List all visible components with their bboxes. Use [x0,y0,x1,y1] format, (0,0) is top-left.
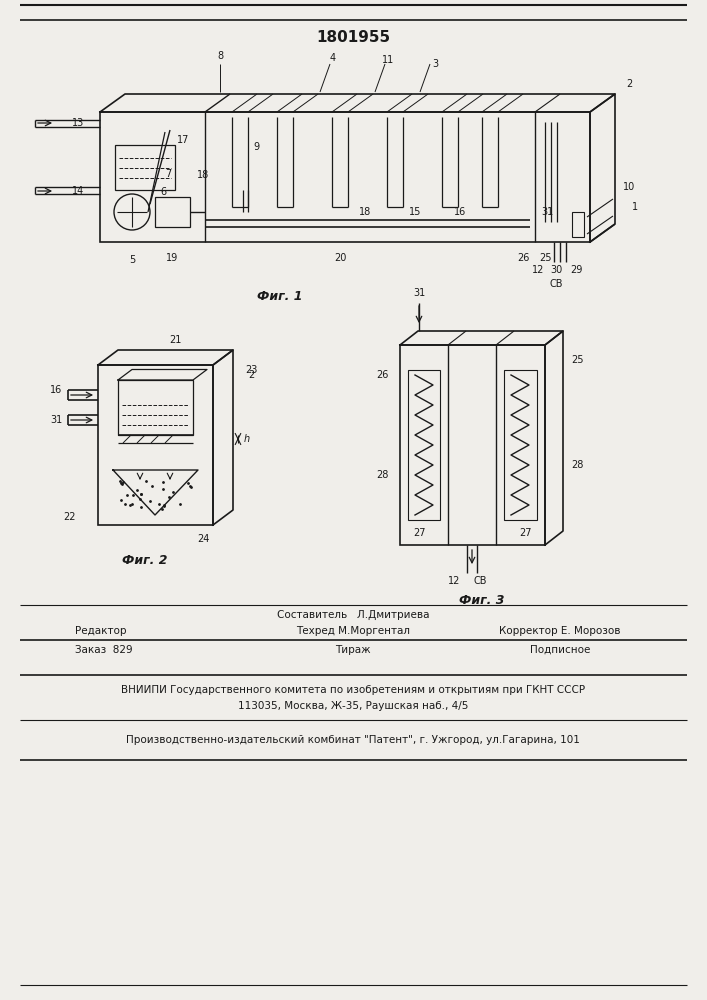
Text: 1801955: 1801955 [316,29,390,44]
Text: 26: 26 [376,370,388,380]
Bar [572,212,584,237]
Text: 8: 8 [217,51,223,61]
Text: 23: 23 [245,365,257,375]
Text: 28: 28 [376,470,388,480]
Text: Фиг. 1: Фиг. 1 [257,290,303,304]
Text: 2: 2 [248,370,254,380]
Text: 20: 20 [334,253,346,263]
Text: Фиг. 2: Фиг. 2 [122,554,168,566]
Text: Корректор Е. Морозов: Корректор Е. Морозов [499,626,621,636]
Text: Редактор: Редактор [75,626,127,636]
Text: Техред М.Моргентал: Техред М.Моргентал [296,626,410,636]
Text: 27: 27 [414,528,426,538]
Text: 12: 12 [532,265,544,275]
Text: 19: 19 [166,253,178,263]
Text: 12: 12 [448,576,460,586]
Text: 14: 14 [72,186,84,196]
Text: 16: 16 [50,385,62,395]
Text: 25: 25 [539,253,551,263]
Text: 16: 16 [454,207,466,217]
Bar [400,345,545,545]
Text: 6: 6 [160,187,166,197]
Bar [118,380,193,435]
Text: 29: 29 [570,265,582,275]
Text: 28: 28 [571,460,583,470]
Text: 25: 25 [571,355,583,365]
Bar [98,365,213,525]
Bar [504,370,537,520]
Bar [115,145,175,190]
Text: СВ: СВ [473,576,486,586]
Text: Составитель   Л.Дмитриева: Составитель Л.Дмитриева [276,610,429,620]
Text: 113035, Москва, Ж-35, Раушская наб., 4/5: 113035, Москва, Ж-35, Раушская наб., 4/5 [238,701,468,711]
Text: 10: 10 [623,182,635,192]
Text: 24: 24 [197,534,209,544]
Text: 31: 31 [50,415,62,425]
Text: 27: 27 [519,528,531,538]
Bar [408,370,440,520]
Text: 1: 1 [632,202,638,212]
Text: 22: 22 [64,512,76,522]
Text: 21: 21 [169,335,181,345]
Text: h: h [244,434,250,444]
Bar [100,112,590,242]
Text: 13: 13 [72,118,84,128]
Text: 11: 11 [382,55,394,65]
Text: Подписное: Подписное [530,645,590,655]
Text: Заказ  829: Заказ 829 [75,645,133,655]
Text: Фиг. 3: Фиг. 3 [460,593,505,606]
Text: 18: 18 [359,207,371,217]
Text: СВ: СВ [549,279,563,289]
Text: 18: 18 [197,170,209,180]
Bar [155,197,190,227]
Text: 31: 31 [413,288,425,298]
Text: 15: 15 [409,207,421,217]
Text: Производственно-издательский комбинат "Патент", г. Ужгород, ул.Гагарина, 101: Производственно-издательский комбинат "П… [126,735,580,745]
Text: ВНИИПИ Государственного комитета по изобретениям и открытиям при ГКНТ СССР: ВНИИПИ Государственного комитета по изоб… [121,685,585,695]
Text: 3: 3 [432,59,438,69]
Text: Тираж: Тираж [335,645,370,655]
Text: 30: 30 [550,265,562,275]
Text: 31: 31 [541,207,553,217]
Text: 2: 2 [626,79,632,89]
Text: 7: 7 [165,169,171,179]
Text: 9: 9 [253,142,259,152]
Text: 26: 26 [517,253,529,263]
Text: 4: 4 [330,53,336,63]
Text: 5: 5 [129,255,135,265]
Text: 17: 17 [177,135,189,145]
